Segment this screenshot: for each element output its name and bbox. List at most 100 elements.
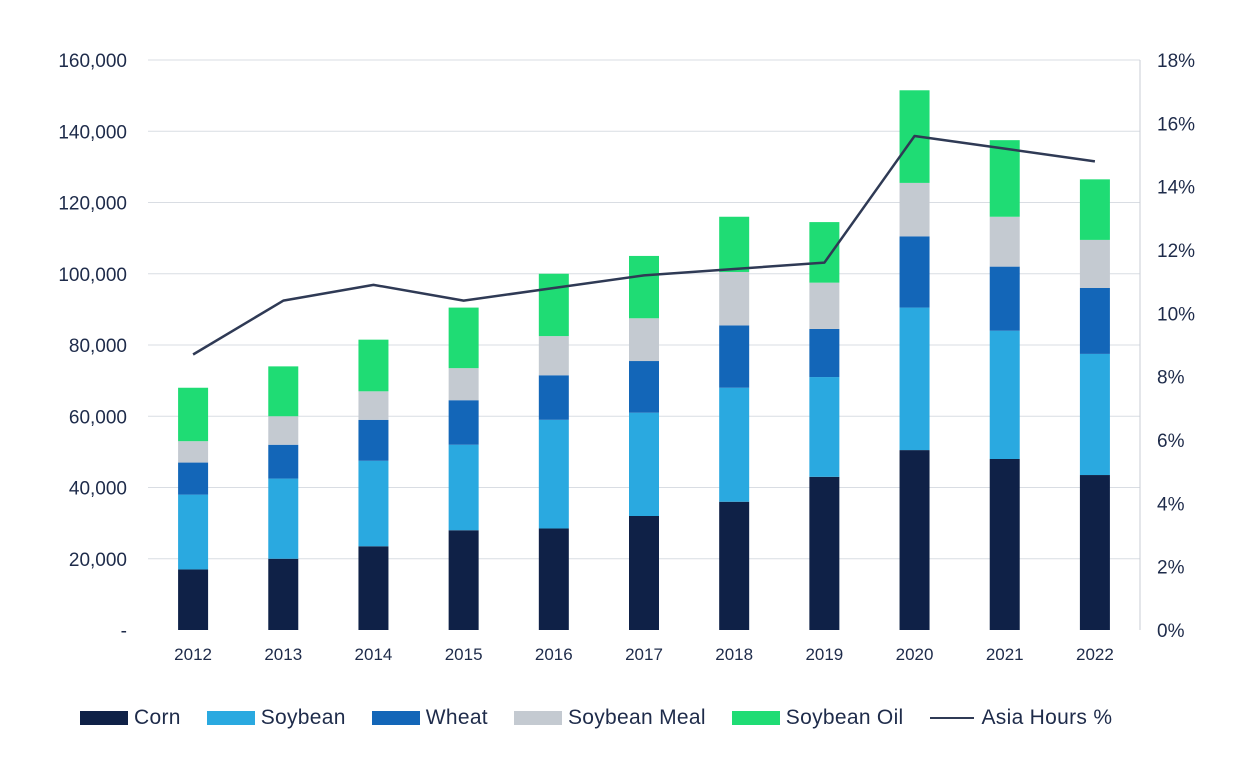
bar-corn	[899, 450, 930, 630]
bar-corn	[809, 476, 840, 630]
bar-corn	[989, 459, 1020, 630]
y-right-tick-label: 10%	[1157, 304, 1195, 325]
bar-soybean	[178, 494, 209, 570]
y-right-tick-label: 4%	[1157, 494, 1185, 515]
y-left-tick-label: 160,000	[58, 51, 127, 72]
legend-item: Asia Hours %	[929, 706, 1113, 730]
bar-soybean	[899, 307, 930, 451]
legend-item: Corn	[80, 706, 181, 730]
x-tick-label: 2018	[715, 645, 753, 664]
y-right-tick-label: 18%	[1157, 51, 1195, 72]
y-left-tick-label: 80,000	[69, 336, 127, 357]
bar-corn	[268, 558, 299, 630]
bar-soybean	[719, 387, 750, 502]
y-right-tick-label: 16%	[1157, 114, 1195, 135]
y-left-tick-label: 140,000	[58, 122, 127, 143]
bar-wheat	[989, 266, 1020, 331]
legend-label: Soybean Meal	[567, 706, 706, 729]
legend-label: Corn	[134, 706, 181, 729]
bar-corn	[629, 516, 659, 630]
bar-soybean-meal	[989, 216, 1020, 267]
bar-soybean	[268, 478, 299, 559]
bar-soybean-meal	[178, 441, 209, 463]
x-tick-label: 2017	[625, 645, 663, 664]
bar-corn	[538, 528, 569, 630]
bar-wheat	[1079, 288, 1110, 354]
y-right-tick-label: 2%	[1157, 558, 1185, 579]
legend-label: Wheat	[425, 706, 488, 729]
bar-soybean	[1079, 353, 1110, 476]
bar-wheat	[809, 328, 840, 378]
bar-soybean-meal	[809, 282, 840, 329]
x-tick-label: 2020	[896, 645, 934, 664]
bar-corn	[358, 546, 389, 630]
bar-corn	[448, 530, 479, 630]
legend-swatch	[206, 711, 255, 725]
bar-soybean	[629, 412, 659, 516]
bar-wheat	[448, 400, 479, 445]
y-right-tick-label: 8%	[1157, 368, 1185, 389]
y-left-tick-label: 120,000	[58, 194, 127, 215]
x-tick-label: 2021	[986, 645, 1024, 664]
line-asia-hours	[192, 134, 1096, 356]
x-tick-label: 2013	[264, 645, 302, 664]
y-right-tick-label: 6%	[1157, 431, 1185, 452]
y-right-tick-label: 12%	[1157, 241, 1195, 262]
legend-item: Soybean Oil	[731, 706, 904, 730]
x-tick-label: 2012	[174, 645, 212, 664]
legend-swatch	[80, 711, 128, 725]
y-left-tick-label: 100,000	[58, 265, 127, 286]
bar-soybean-oil	[809, 222, 840, 283]
legend-item: Soybean Meal	[513, 706, 706, 730]
bar-soybean-meal	[1079, 239, 1110, 288]
legend-item: Soybean	[206, 706, 346, 730]
chart: - 20,000 40,000 60,000 80,000 100,000 120,000 1…	[58, 51, 1195, 664]
legend-label: Asia Hours %	[981, 706, 1113, 729]
bar-soybean-oil	[629, 255, 659, 319]
bar-soybean	[358, 460, 389, 547]
y-left-tick-label: 40,000	[69, 479, 127, 500]
bar-soybean-meal	[358, 391, 389, 420]
bar-wheat	[178, 462, 209, 495]
bar-soybean-oil	[268, 366, 299, 417]
bar-soybean-oil	[358, 339, 389, 392]
legend-item: Wheat	[371, 706, 488, 730]
bar-wheat	[719, 325, 750, 388]
bar-soybean-oil	[1079, 179, 1110, 240]
x-tick-label: 2022	[1076, 645, 1114, 664]
bar-wheat	[358, 419, 389, 461]
bar-soybean-meal	[538, 336, 569, 376]
bar-soybean	[538, 419, 569, 529]
legend-swatch	[513, 711, 562, 725]
bar-soybean	[989, 330, 1020, 459]
bar-corn	[1079, 475, 1110, 630]
bar-soybean-oil	[178, 387, 209, 442]
y-right-tick-label: 14%	[1157, 178, 1195, 199]
legend-label: Soybean Oil	[785, 706, 904, 729]
bar-corn	[178, 569, 209, 630]
bar-soybean-meal	[719, 271, 750, 326]
y-left-tick-label: 60,000	[69, 407, 127, 428]
bar-soybean-meal	[268, 416, 299, 445]
x-tick-label: 2015	[445, 645, 483, 664]
bar-wheat	[538, 375, 569, 420]
x-tick-label: 2014	[355, 645, 393, 664]
bar-soybean-meal	[899, 182, 930, 237]
legend: Corn Soybean Wheat Soybean Meal Soybean Oil A…	[80, 706, 1230, 730]
x-tick-label: 2016	[535, 645, 573, 664]
y-left-tick-label: 20,000	[69, 550, 127, 571]
bar-wheat	[899, 236, 930, 308]
bar-soybean-meal	[629, 318, 659, 362]
y-right-tick-label: 0%	[1157, 621, 1185, 642]
legend-label: Soybean	[260, 706, 346, 729]
bar-soybean-oil	[448, 307, 479, 369]
y-left-tick-label: -	[121, 621, 127, 642]
bar-soybean-oil	[989, 140, 1020, 217]
bar-wheat	[629, 361, 659, 413]
legend-swatch	[371, 711, 420, 725]
bar-soybean-meal	[448, 368, 479, 401]
bar-soybean	[448, 444, 479, 531]
bar-corn	[719, 501, 750, 630]
bar-soybean-oil	[719, 216, 750, 272]
bar-soybean-oil	[538, 273, 569, 337]
